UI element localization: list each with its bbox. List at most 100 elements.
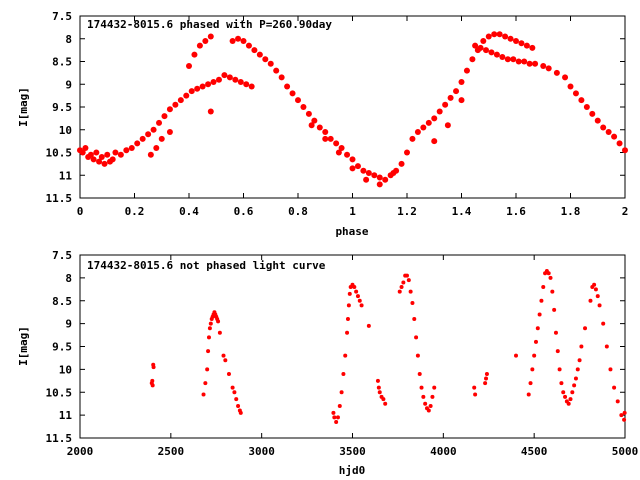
data-point [510,56,517,63]
data-point [345,330,350,335]
data-point [397,289,402,294]
data-point [109,156,116,163]
data-point [322,135,329,142]
data-point [550,289,555,294]
data-point [354,289,359,294]
data-point [412,317,417,322]
data-point [335,149,342,156]
data-point [238,410,243,415]
data-point [347,291,352,296]
y-tick-label: 11.5 [46,192,73,205]
data-point [267,60,274,67]
data-point [216,319,221,324]
data-point [404,149,410,156]
data-point [256,51,263,58]
plot-frame [79,254,626,439]
data-point [406,278,411,283]
data-point [221,72,228,79]
y-tick-label: 8 [65,272,72,285]
data-point [444,122,451,129]
y-tick-label: 10.5 [46,147,73,160]
data-point [615,399,620,404]
data-point [139,135,146,142]
data-point [425,119,432,126]
data-point [365,169,372,176]
y-tick-label: 8.5 [52,295,72,308]
data-point [570,390,575,395]
data-point [514,353,518,358]
data-point [608,367,613,372]
data-point [577,358,582,363]
data-point [546,271,551,276]
y-tick-label: 9.5 [52,341,72,354]
data-point [548,275,553,280]
data-point [300,104,307,110]
data-point [339,390,344,395]
data-point [355,294,360,299]
data-point [205,81,212,88]
data-point [333,140,340,147]
x-tick-label: 4000 [430,445,457,458]
x-tick-label: 0.6 [234,205,254,218]
data-point [513,38,519,45]
x-axis-label: hjd0 [339,464,366,477]
data-point [436,108,443,115]
data-point [553,330,558,335]
data-point [559,381,564,386]
data-point [221,353,226,358]
data-point [183,92,190,99]
data-point [357,298,362,303]
data-point [555,349,560,354]
data-point [188,88,195,95]
data-point [305,110,312,117]
data-point [575,367,580,372]
data-point [234,397,239,402]
data-point [604,344,609,349]
data-point [235,35,242,42]
data-point [87,151,94,158]
data-point [101,160,108,167]
data-point [414,335,419,340]
data-point [491,31,498,38]
data-point [398,160,405,167]
data-point [334,419,339,424]
data-point [453,88,460,95]
x-tick-label: 1.4 [452,205,472,218]
data-point [344,151,351,158]
data-point [207,108,214,115]
data-point [150,378,155,383]
data-point [483,381,488,386]
data-point [335,415,340,420]
data-point [354,163,361,170]
y-tick-label: 7.5 [52,249,72,262]
data-point [366,323,371,328]
data-point [151,365,156,370]
data-point [532,353,537,358]
data-point [414,129,421,136]
data-point [349,165,356,172]
y-tick-label: 8 [65,33,72,46]
data-point [583,104,590,110]
data-point [345,317,350,322]
data-point [343,353,348,358]
data-point [338,144,345,151]
y-tick-label: 11 [59,169,73,182]
data-point [207,326,212,331]
data-point [533,339,538,344]
data-point [376,174,383,181]
data-point [518,40,525,47]
data-point [90,156,97,163]
x-axis-label: phase [335,225,368,238]
data-point [572,383,577,388]
data-point [541,285,546,290]
data-point [128,144,135,151]
data-point [186,63,192,70]
data-point [472,385,477,390]
data-point [526,60,533,67]
data-point [410,301,415,306]
data-point [376,181,383,188]
x-tick-label: 1.2 [397,205,417,218]
data-point [236,403,241,408]
data-point [473,392,478,397]
